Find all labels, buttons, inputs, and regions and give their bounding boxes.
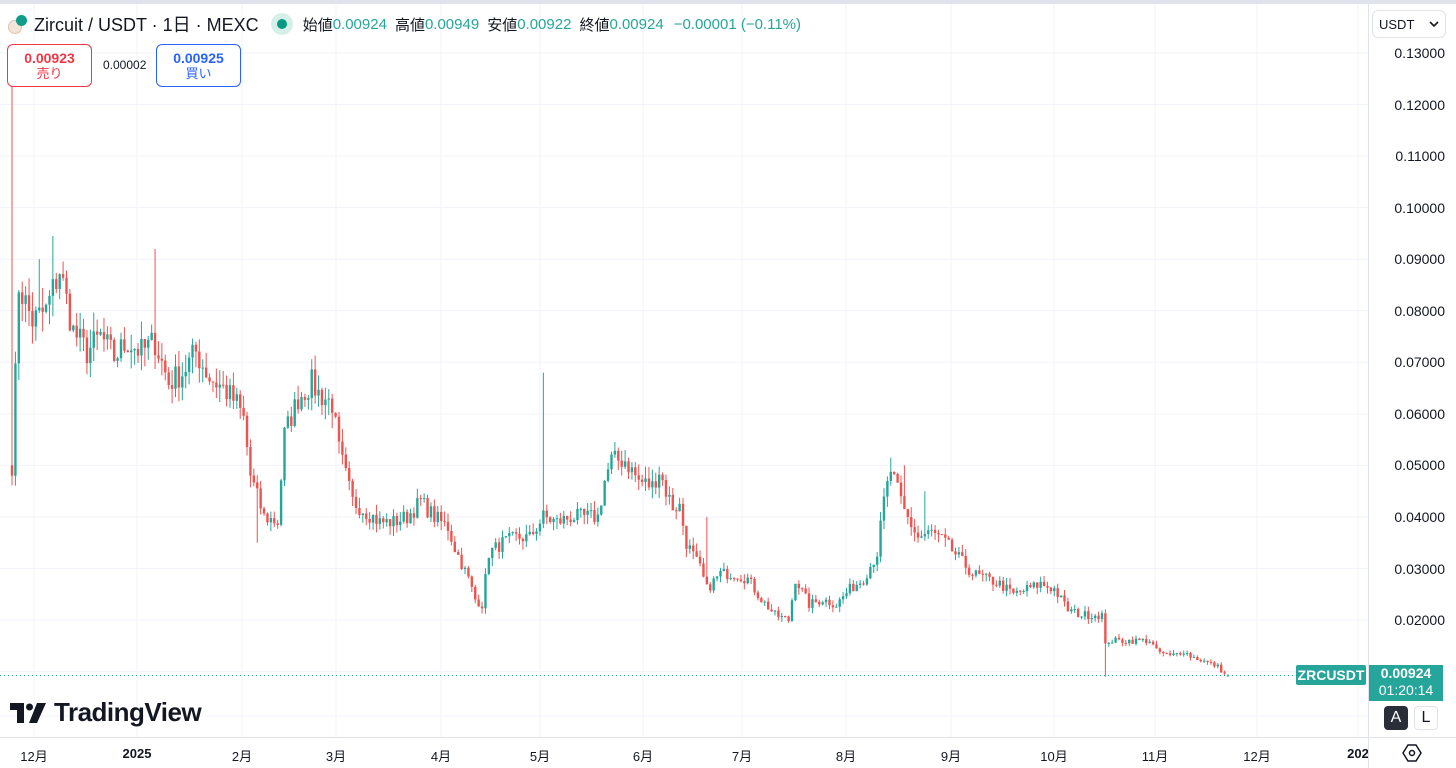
- price-tick: 0.02000: [1394, 612, 1445, 629]
- log-scale-button[interactable]: L: [1414, 706, 1438, 730]
- sell-button[interactable]: 0.00923 売り: [7, 44, 92, 87]
- last-price-tag: 0.00924 01:20:14: [1369, 665, 1443, 701]
- low-label: 安値: [487, 16, 518, 34]
- grid-lines: [0, 4, 1368, 737]
- candles: [10, 83, 1230, 677]
- time-tick: 10月: [1040, 749, 1068, 764]
- time-tick: 2月: [231, 749, 253, 764]
- top-border: [0, 0, 1456, 4]
- time-tick: 8月: [835, 749, 857, 764]
- price-tick: 0.12000: [1394, 96, 1445, 113]
- open-value: 0.00924: [332, 15, 387, 33]
- time-tick: 4月: [430, 749, 452, 764]
- high-value: 0.00949: [424, 15, 480, 33]
- buy-button[interactable]: 0.00925 買い: [156, 44, 241, 87]
- time-tick: 202: [1347, 746, 1369, 761]
- low-value: 0.00922: [517, 15, 572, 33]
- close-value: 0.00924: [609, 15, 664, 33]
- buy-label: 買い: [185, 65, 212, 81]
- sell-label: 売り: [36, 65, 63, 81]
- chevron-down-icon: [1429, 21, 1439, 27]
- price-axis[interactable]: 0.13000 0.12000 0.11000 0.10000 0.09000 0.080…: [1368, 4, 1456, 737]
- currency-unit-label: USDT: [1379, 16, 1415, 32]
- price-tick: 0.08000: [1394, 302, 1445, 319]
- time-tick: 2025: [122, 746, 152, 761]
- price-tick: 0.07000: [1394, 354, 1445, 371]
- bar-countdown: 01:20:14: [1378, 682, 1434, 698]
- price-tick: 0.13000: [1394, 45, 1445, 61]
- price-tick: 0.06000: [1394, 405, 1445, 422]
- price-tick: 0.04000: [1394, 508, 1445, 525]
- time-tick: 6月: [632, 749, 654, 764]
- candlestick-chart[interactable]: [0, 4, 1368, 737]
- time-tick: 9月: [940, 749, 962, 764]
- symbol-title[interactable]: Zircuit / USDT · 1日 · MEXC: [34, 15, 259, 35]
- time-tick: 12月: [1243, 749, 1271, 764]
- zircuit-coin-icon: [8, 14, 28, 34]
- settings-icon[interactable]: [1401, 742, 1423, 764]
- price-tick: 0.09000: [1394, 251, 1445, 268]
- last-price-value: 0.00924: [1380, 665, 1432, 681]
- symbol-legend: Zircuit / USDT · 1日 · MEXC 始値 0.00924 高値 0…: [8, 10, 801, 38]
- time-tick: 7月: [731, 749, 753, 764]
- time-tick: 5月: [529, 749, 551, 764]
- open-label: 始値: [302, 16, 333, 34]
- time-tick: 11月: [1141, 749, 1169, 764]
- buy-price: 0.00925: [173, 49, 224, 66]
- market-open-icon: [270, 13, 293, 35]
- time-axis[interactable]: 12月 2025 2月 3月 4月 5月 6月 7月 8月 9月 10月 11月 12月 202: [0, 737, 1369, 768]
- close-label: 終値: [579, 16, 610, 34]
- price-tick: 0.05000: [1394, 457, 1445, 474]
- change-value: −0.00001 (−0.11%): [673, 15, 802, 33]
- high-label: 高値: [394, 16, 425, 34]
- time-tick: 12月: [20, 749, 48, 764]
- sell-price: 0.00923: [24, 49, 75, 66]
- price-tick: 0.10000: [1394, 199, 1445, 216]
- currency-unit-dropdown[interactable]: USDT: [1372, 10, 1446, 38]
- time-tick: 3月: [325, 749, 347, 764]
- tradingview-logo-icon: [10, 702, 46, 723]
- axis-corner: [1368, 737, 1456, 768]
- price-tick: 0.11000: [1395, 148, 1445, 165]
- tradingview-logo-text: TradingView: [54, 697, 202, 727]
- auto-scale-button[interactable]: A: [1384, 706, 1408, 730]
- tradingview-logo[interactable]: TradingView: [10, 697, 202, 728]
- symbol-price-tag: ZRCUSDT: [1296, 665, 1366, 685]
- spread-value: 0.00002: [103, 58, 147, 72]
- price-tick: 0.03000: [1394, 560, 1445, 577]
